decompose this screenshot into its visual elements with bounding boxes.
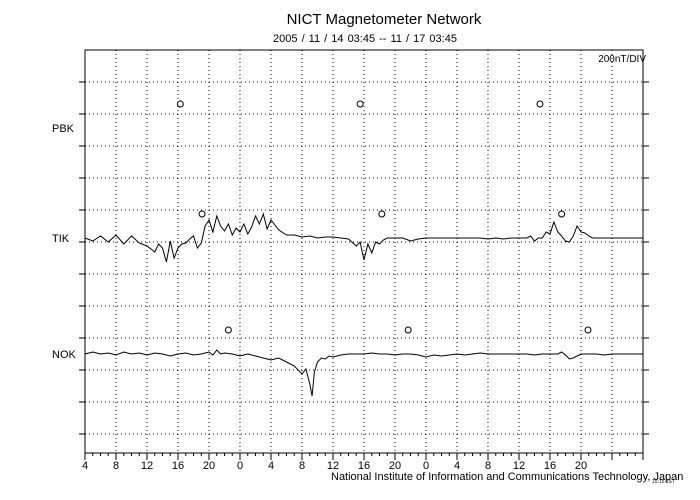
x-tick-label: 16 xyxy=(172,460,184,472)
local-midnight-marker xyxy=(378,210,386,218)
x-tick-label: 12 xyxy=(513,460,525,472)
station-trace xyxy=(84,212,643,263)
station-pbk: PBK xyxy=(52,100,544,135)
x-tick-label: 4 xyxy=(454,460,460,472)
x-tick-label: 16 xyxy=(358,460,370,472)
x-tick-label: 20 xyxy=(389,460,401,472)
local-midnight-marker xyxy=(224,326,232,334)
x-tick-label: 12 xyxy=(327,460,339,472)
local-midnight-marker xyxy=(584,326,592,334)
x-tick-label: 0 xyxy=(237,460,243,472)
station-label: PBK xyxy=(52,123,75,135)
station-tik: TIK xyxy=(52,210,643,263)
x-tick-label: 4 xyxy=(82,460,88,472)
local-midnight-marker xyxy=(558,210,566,218)
chart-subtitle: 2005 / 11 / 14 03:45 -- 11 / 17 03:45 xyxy=(273,33,457,45)
chart-title: NICT Magnetometer Network xyxy=(286,11,482,28)
local-midnight-marker xyxy=(198,210,206,218)
x-tick-label: 0 xyxy=(423,460,429,472)
scale-label: 200nT/DIV xyxy=(598,54,646,65)
station-label: NOK xyxy=(52,349,77,361)
x-tick-label: 8 xyxy=(485,460,491,472)
local-midnight-marker xyxy=(356,100,364,108)
footer-credit: National Institute of Information and Co… xyxy=(331,471,684,483)
x-tick-label: 16 xyxy=(544,460,556,472)
x-tick-label: 8 xyxy=(113,460,119,472)
station-trace xyxy=(84,349,643,397)
x-tick-label: 20 xyxy=(575,460,587,472)
station-rows: PBK TIK NOK xyxy=(52,100,643,397)
x-tick-label: 12 xyxy=(141,460,153,472)
grid-lines xyxy=(85,50,643,453)
local-midnight-marker xyxy=(536,100,544,108)
x-tick-labels: 4 8 12 16 20 0 4 8 12 16 20 0 4 8 12 16 20 xyxy=(82,460,587,472)
station-nok: NOK xyxy=(52,326,643,397)
station-label: TIK xyxy=(52,233,70,245)
local-midnight-marker xyxy=(176,100,184,108)
time-stamp: 15:15 JST xyxy=(652,479,675,485)
x-tick-label: 20 xyxy=(203,460,215,472)
x-tick-label: 8 xyxy=(299,460,305,472)
x-tick-label: 4 xyxy=(268,460,274,472)
local-midnight-marker xyxy=(404,326,412,334)
axis-ticks xyxy=(79,81,649,460)
